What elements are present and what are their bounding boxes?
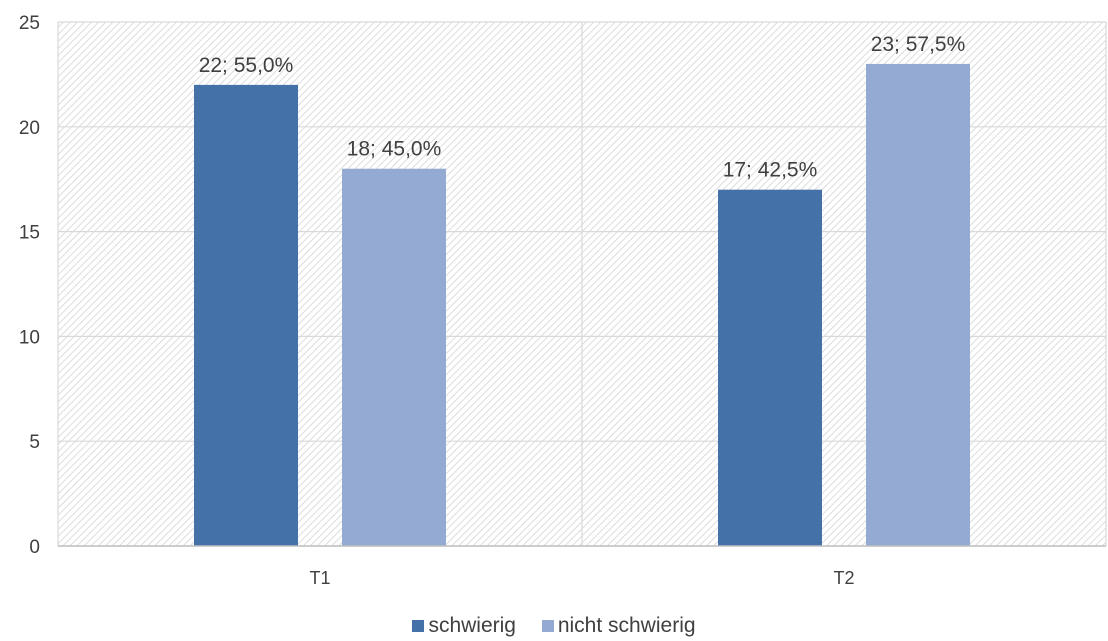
data-label: 18; 45,0% bbox=[347, 138, 442, 161]
data-label: 17; 42,5% bbox=[723, 159, 818, 182]
bar-T2-1 bbox=[718, 189, 822, 546]
legend-label-series-2: nicht schwierig bbox=[557, 614, 696, 637]
y-tick-label: 20 bbox=[19, 118, 40, 139]
bars bbox=[194, 63, 970, 547]
y-tick-label: 0 bbox=[29, 537, 40, 558]
bar-T1-1 bbox=[194, 84, 298, 546]
y-tick-label: 10 bbox=[19, 327, 40, 348]
data-label: 22; 55,0% bbox=[199, 54, 294, 77]
x-tick-label: T1 bbox=[309, 568, 330, 588]
y-tick-label: 5 bbox=[29, 432, 40, 453]
y-axis: 0 5 10 15 20 25 bbox=[19, 13, 40, 558]
x-axis: T1 T2 bbox=[58, 545, 1106, 588]
legend-swatch-series-1 bbox=[412, 620, 425, 632]
bar-T1-2 bbox=[342, 168, 446, 546]
legend-item-series-1: schwierig bbox=[412, 614, 516, 638]
bar-T2-2 bbox=[866, 63, 970, 547]
legend-swatch-series-2 bbox=[541, 620, 554, 632]
legend: schwierig nicht schwierig bbox=[0, 614, 1108, 638]
data-label: 23; 57,5% bbox=[871, 33, 966, 56]
data-labels: 22; 55,0% 18; 45,0% 17; 42,5% 23; 57,5% bbox=[199, 33, 966, 182]
legend-item-series-2: nicht schwierig bbox=[541, 614, 696, 638]
legend-label-series-1: schwierig bbox=[428, 614, 516, 637]
bar-chart: 0 5 10 15 20 25 22; 55,0% 18; 45,0% 17; 42,5% 23… bbox=[19, 13, 1107, 588]
y-tick-label: 25 bbox=[19, 13, 40, 34]
x-tick-label: T2 bbox=[833, 568, 854, 588]
y-tick-label: 15 bbox=[19, 223, 40, 244]
